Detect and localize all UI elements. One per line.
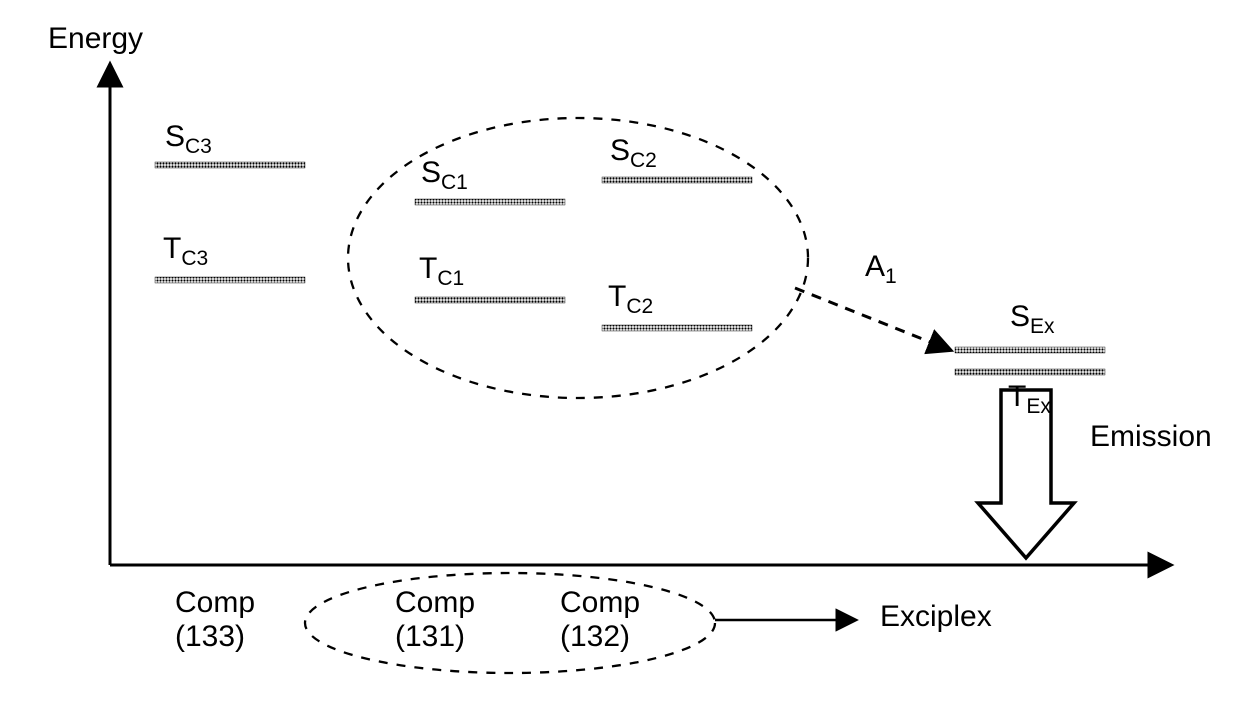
level-label-Sc2: SC2	[610, 134, 657, 173]
ellipse-upper	[348, 118, 808, 398]
xlabel-c132: Comp(132)	[560, 586, 640, 654]
level-label-Tc3: TC3	[163, 232, 208, 271]
level-label-Sex: SEx	[1010, 300, 1055, 339]
level-Tc2	[602, 325, 752, 331]
level-label-Sc3: SC3	[165, 120, 212, 159]
axis-label-energy: Energy	[48, 22, 143, 56]
level-Sc2	[602, 177, 752, 183]
level-Sc3	[155, 162, 305, 168]
emission-label: Emission	[1090, 420, 1212, 454]
level-Tc3	[155, 277, 305, 283]
xlabel-c133: Comp(133)	[175, 586, 255, 654]
xlabel-exciplex: Exciplex	[880, 600, 992, 634]
level-Tex	[955, 369, 1105, 375]
level-label-Sc1: SC1	[421, 156, 468, 195]
arrow-label-A1: A1	[865, 250, 897, 289]
ellipse-lower	[305, 573, 715, 673]
level-Tc1	[415, 297, 565, 303]
level-label-Tc2: TC2	[608, 280, 653, 319]
arrow-A1	[795, 288, 950, 350]
level-Sc1	[415, 199, 565, 205]
xlabel-c131: Comp(131)	[395, 586, 475, 654]
level-label-Tex: TEx	[1008, 380, 1051, 419]
level-label-Tc1: TC1	[419, 252, 464, 291]
level-Sex	[955, 347, 1105, 353]
